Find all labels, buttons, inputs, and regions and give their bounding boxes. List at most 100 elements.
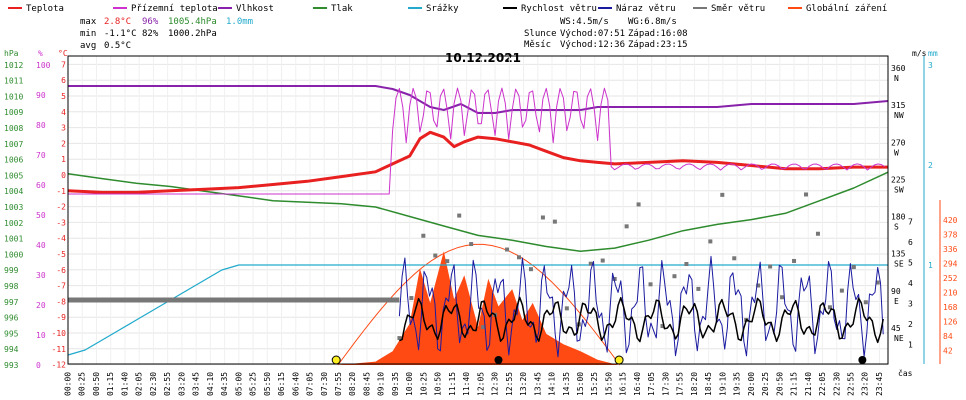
hum-tick-label: 80 — [36, 121, 46, 130]
wind-direction-point — [696, 286, 701, 291]
wind-direction-point — [433, 253, 438, 258]
wind-direction-point — [732, 256, 737, 261]
press-tick-label: 1002 — [4, 219, 23, 228]
axis-units: hPa % °C m/s mm čas — [4, 49, 938, 378]
temp-tick-label: 5 — [61, 92, 66, 101]
temp-unit: °C — [58, 49, 68, 58]
stat-rain: 1.0mm — [226, 17, 253, 27]
stat-max-press: 1005.4hPa — [168, 17, 217, 27]
temp-tick-label: 7 — [61, 60, 66, 69]
time-tick-label: 15:50 — [604, 372, 613, 396]
rad-tick-label: 252 — [943, 274, 958, 283]
legend-label: Náraz větru — [616, 4, 676, 14]
wind-direction-point — [708, 239, 713, 244]
temp-tick-label: -4 — [56, 234, 66, 243]
stat-max-label: max — [80, 17, 97, 27]
time-tick-label: 10:00 — [405, 372, 414, 396]
press-tick-label: 995 — [4, 329, 19, 338]
wind-tick-label: 6 — [908, 238, 913, 247]
time-tick-label: 15:00 — [576, 372, 585, 396]
stat-ws: WS:4.5m/s — [560, 17, 609, 27]
wind-direction-point — [815, 231, 820, 236]
time-tick-label: 09:35 — [391, 372, 400, 396]
wind-tick-label: 2 — [908, 320, 913, 329]
temp-tick-label: -12 — [52, 361, 67, 370]
time-tick-label: 15:25 — [590, 372, 599, 396]
wind-direction-point — [552, 219, 557, 224]
press-tick-label: 1007 — [4, 140, 23, 149]
time-tick-label: 06:40 — [291, 372, 300, 396]
press-tick-label: 1005 — [4, 171, 23, 180]
hum-tick-label: 40 — [36, 241, 46, 250]
time-tick-label: 22:30 — [832, 372, 841, 396]
sunset-marker — [614, 355, 624, 365]
wind-direction-point — [517, 255, 521, 260]
dir-tick-label: 135 — [891, 250, 906, 259]
wind-direction-point — [624, 224, 629, 229]
moonset-marker — [858, 356, 867, 364]
legend: Teplota Přízemní teplota Vlhkost Tlak Srážky… — [8, 4, 887, 14]
wind-direction-point — [684, 262, 689, 267]
sunrise-marker — [331, 355, 341, 365]
wind-direction-point — [505, 247, 510, 252]
time-tick-label: 07:30 — [320, 372, 329, 396]
stat-wg: WG:6.8m/s — [628, 17, 677, 27]
dir-unit: m/s — [912, 49, 927, 58]
series-pressure — [67, 171, 889, 252]
wind-tick-label: 3 — [908, 300, 913, 309]
time-tick-label: 08:45 — [362, 372, 371, 396]
legend-label: Přízemní teplota — [131, 4, 218, 14]
stat-moon-rise: Východ:12:36 — [560, 40, 625, 50]
wind-direction-point — [875, 280, 880, 285]
temp-tick-label: -2 — [56, 203, 66, 212]
temp-tick-label: -6 — [56, 266, 66, 275]
wind-direction-point — [528, 267, 533, 272]
temp-tick-label: -3 — [56, 218, 66, 227]
stat-sun-set: Západ:16:08 — [628, 29, 688, 39]
press-tick-label: 1010 — [4, 92, 23, 101]
time-tick-label: 05:50 — [263, 372, 272, 396]
wind-direction-point — [648, 282, 653, 287]
series-humidity — [68, 85, 889, 114]
wind-direction-point — [756, 283, 761, 288]
time-tick-label: 17:05 — [647, 372, 656, 396]
press-tick-label: 999 — [4, 266, 19, 275]
press-tick-label: 998 — [4, 282, 19, 291]
wind-tick-label: 7 — [908, 218, 913, 227]
stat-max-hum: 96% — [142, 17, 159, 27]
stat-min-label: min — [80, 29, 96, 39]
stat-moon-set: Západ:23:15 — [628, 40, 688, 50]
dir-compass-label: SE — [894, 260, 904, 269]
rad-tick-label: 84 — [943, 332, 953, 341]
time-tick-label: 17:55 — [676, 372, 685, 396]
wind-direction-point — [780, 295, 785, 300]
temp-tick-label: 0 — [61, 171, 66, 180]
dir-compass-label: S — [894, 223, 899, 232]
time-tick-label: 19:35 — [733, 372, 742, 396]
rad-tick-label: 42 — [943, 347, 953, 356]
press-tick-label: 1011 — [4, 77, 23, 86]
press-tick-label: 1009 — [4, 108, 23, 117]
wind-tick-label: 1 — [908, 341, 913, 350]
time-tick-label: 00:50 — [92, 372, 101, 396]
wind-direction-point — [409, 296, 414, 301]
time-tick-label: 13:45 — [533, 372, 542, 396]
stat-max-temp: 2.8°C — [104, 17, 131, 27]
time-tick-label: 12:30 — [491, 372, 500, 396]
dir-compass-label: SW — [894, 185, 904, 194]
press-tick-label: 1004 — [4, 187, 23, 196]
stat-min-temp: -1.1°C — [104, 29, 137, 39]
press-tick-label: 994 — [4, 345, 19, 354]
legend-label: Srážky — [426, 4, 459, 14]
stat-avg-temp: 0.5°C — [104, 41, 131, 51]
rain-tick-label: 3 — [928, 61, 933, 70]
series-wind-speed — [399, 296, 884, 344]
time-tick-label: 00:25 — [78, 372, 87, 396]
wind-direction-point — [457, 213, 462, 218]
press-tick-label: 1000 — [4, 250, 23, 259]
temp-tick-label: -8 — [56, 297, 66, 306]
wind-direction-point — [588, 261, 593, 266]
stats-block: max 2.8°C 96% 1005.4hPa 1.0mm min -1.1°C… — [80, 17, 688, 51]
time-tick-label: 13:20 — [519, 372, 528, 396]
time-tick-label: 00:00 — [64, 372, 73, 396]
